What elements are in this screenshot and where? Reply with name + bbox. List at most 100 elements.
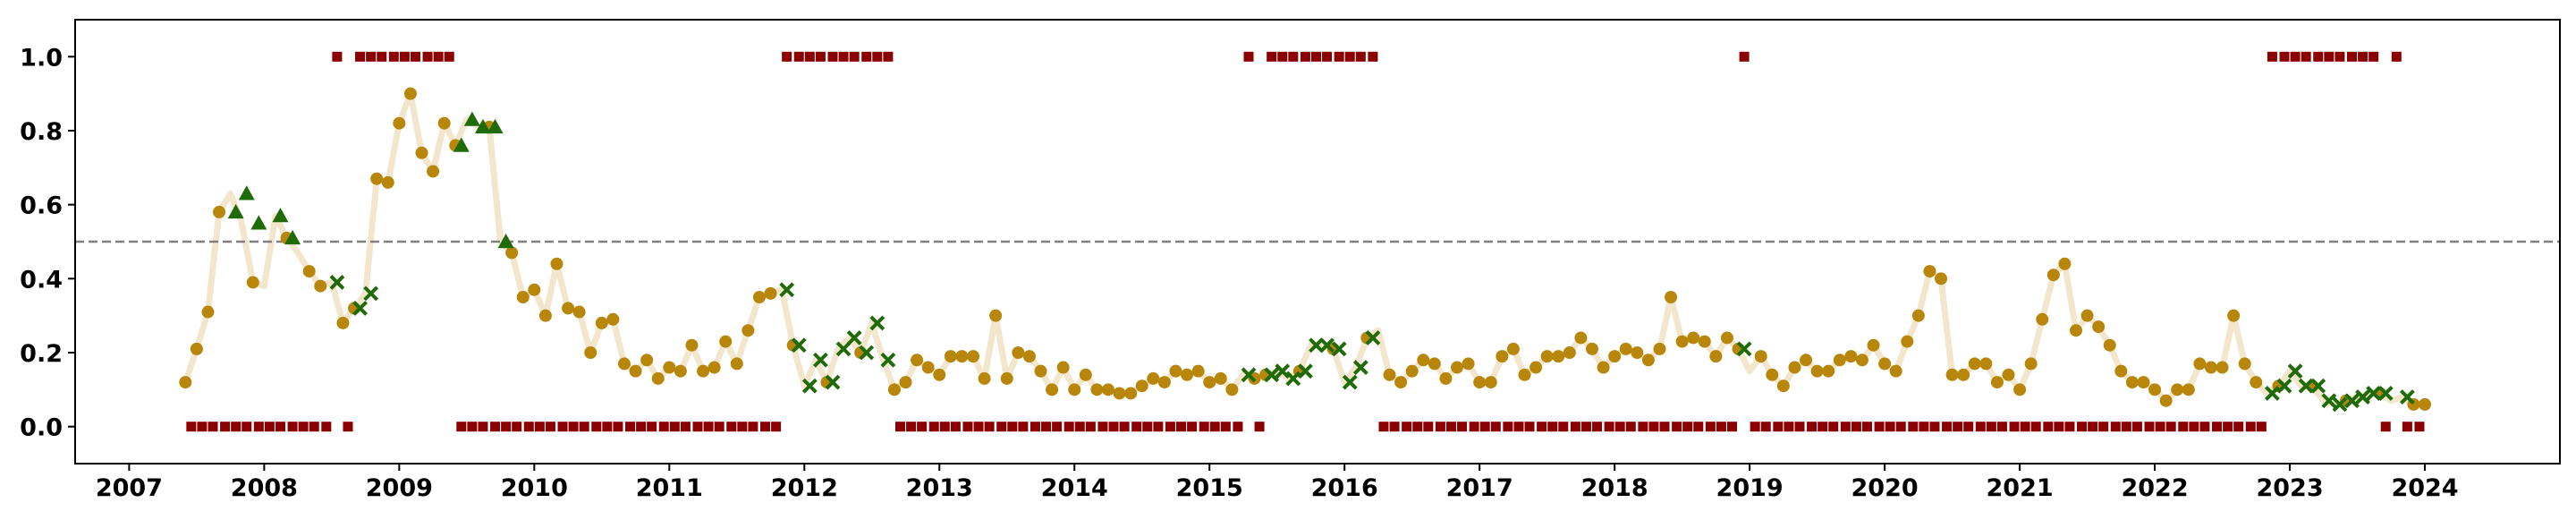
data-point-square: [2030, 422, 2041, 432]
data-point-circle: [1800, 354, 1813, 367]
data-point-square: [410, 51, 420, 62]
data-point-square: [242, 422, 252, 432]
data-point-square: [366, 51, 377, 62]
data-point-square: [1355, 51, 1366, 62]
x-tick-label: 2023: [2256, 474, 2323, 502]
series-line: [182, 90, 2428, 408]
data-point-cross: [1319, 337, 1335, 354]
data-point-square: [2301, 51, 2311, 62]
data-point-circle: [1135, 379, 1148, 393]
data-point-square: [1537, 422, 1547, 432]
data-point-circle: [2002, 368, 2015, 381]
x-tick-label: 2020: [1852, 474, 1919, 502]
data-point-triangle: [284, 229, 301, 245]
data-point-square: [591, 422, 602, 432]
data-point-square: [1929, 422, 1940, 432]
data-point-circle: [179, 376, 192, 389]
y-tick-label: 0.8: [20, 118, 63, 146]
data-point-circle: [1157, 376, 1171, 389]
data-point-square: [186, 422, 197, 432]
data-point-square: [1975, 422, 1986, 432]
data-point-square: [1052, 422, 1063, 432]
data-point-circle: [921, 361, 935, 374]
data-point-square: [1874, 422, 1885, 432]
data-point-square: [1592, 422, 1603, 432]
data-point-circle: [562, 302, 575, 315]
data-point-cross: [1352, 360, 1368, 375]
data-point-circle: [528, 283, 541, 296]
data-point-square: [1435, 422, 1445, 432]
data-point-circle: [989, 309, 1003, 322]
data-point-triangle: [227, 203, 244, 219]
data-point-cross: [363, 286, 379, 302]
data-point-square: [748, 422, 758, 432]
data-point-square: [2199, 422, 2210, 432]
data-point-circle: [201, 305, 215, 319]
data-point-cross: [2332, 396, 2348, 413]
data-point-circle: [302, 265, 316, 278]
data-point-circle: [2046, 269, 2060, 282]
data-point-square: [1570, 422, 1580, 432]
data-point-cross: [352, 300, 368, 316]
data-point-circle: [427, 165, 440, 178]
data-point-circle: [944, 350, 957, 363]
data-point-circle: [730, 357, 743, 371]
data-point-circle: [663, 361, 676, 374]
data-point-square: [1885, 422, 1895, 432]
data-point-square: [253, 422, 264, 432]
data-point-circle: [2419, 397, 2432, 411]
data-point-circle: [2238, 357, 2251, 371]
data-point-square: [2054, 422, 2064, 432]
data-point-square: [1861, 422, 1872, 432]
data-point-square: [422, 51, 433, 62]
data-point-square: [2391, 51, 2402, 62]
x-tick-label: 2011: [636, 474, 703, 502]
data-point-circle: [1169, 364, 1182, 378]
data-point-circle: [1462, 357, 1475, 371]
data-point-circle: [955, 350, 969, 363]
data-point-square: [1344, 51, 1355, 62]
data-point-cross: [2344, 393, 2360, 409]
x-tick-label: 2008: [231, 474, 298, 502]
data-point-circle: [1496, 350, 1509, 363]
data-point-circle: [1631, 346, 1644, 359]
data-point-square: [1457, 422, 1468, 432]
data-point-circle: [336, 316, 350, 329]
data-point-circle: [1709, 350, 1723, 363]
data-point-square: [2098, 422, 2109, 432]
data-point-square: [2414, 422, 2425, 432]
data-point-square: [2165, 422, 2176, 432]
data-point-square: [534, 422, 545, 432]
data-point-square: [726, 422, 737, 432]
data-point-square: [1648, 422, 1659, 432]
data-point-square: [1085, 422, 1096, 432]
data-point-circle: [505, 246, 519, 260]
data-point-circle: [719, 335, 733, 348]
data-point-triangle: [250, 215, 267, 230]
data-point-square: [1963, 422, 1974, 432]
data-point-square: [1097, 422, 1108, 432]
data-point-square: [737, 422, 748, 432]
y-tick-label: 1.0: [20, 44, 63, 72]
data-point-square: [1750, 422, 1760, 432]
data-point-square: [2077, 422, 2088, 432]
data-point-circle: [1923, 265, 1936, 278]
data-point-square: [1267, 51, 1277, 62]
data-point-circle: [1979, 357, 1993, 371]
data-point-circle: [1698, 335, 1711, 348]
data-point-circle: [2069, 324, 2082, 337]
data-point-square: [1818, 422, 1828, 432]
data-point-circle: [246, 276, 259, 289]
data-point-circle: [1181, 368, 1194, 381]
data-point-circle: [2103, 338, 2116, 352]
data-point-cross: [825, 374, 841, 390]
data-point-cross: [2321, 393, 2337, 409]
data-point-cross: [2366, 386, 2382, 401]
data-point-square: [658, 422, 669, 432]
data-point-circle: [1641, 354, 1655, 367]
data-point-square: [2346, 51, 2357, 62]
data-point-square: [197, 422, 208, 432]
data-point-square: [1018, 422, 1029, 432]
data-point-square: [2064, 422, 2075, 432]
data-point-square: [343, 422, 353, 432]
